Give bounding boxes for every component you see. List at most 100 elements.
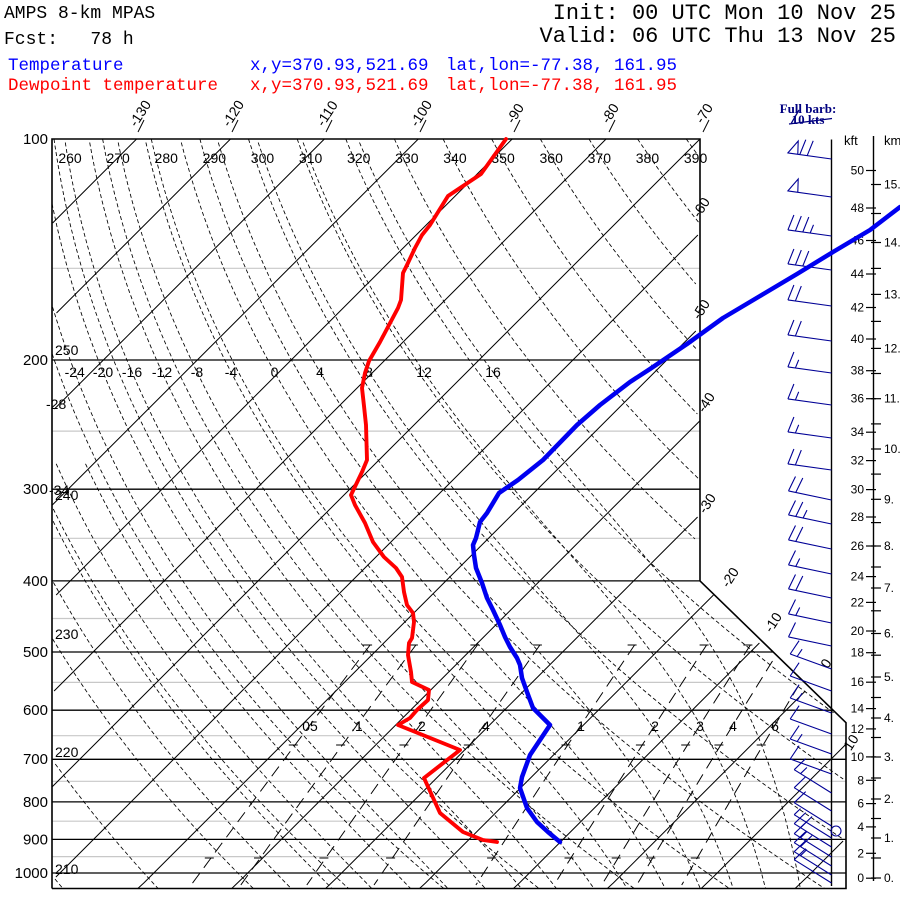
svg-text:16: 16 (485, 364, 501, 380)
svg-text:210: 210 (55, 861, 79, 877)
svg-text:-28: -28 (46, 396, 66, 412)
svg-text:0.: 0. (884, 871, 894, 885)
svg-text:14.: 14. (884, 236, 900, 250)
svg-text:360: 360 (540, 150, 564, 166)
svg-text:0: 0 (271, 364, 279, 380)
svg-text:-24: -24 (65, 364, 85, 380)
svg-text:12.: 12. (884, 341, 900, 355)
svg-text:500: 500 (23, 644, 48, 661)
svg-text:kft: kft (844, 133, 858, 148)
svg-text:22: 22 (851, 595, 865, 609)
svg-text:9.: 9. (884, 492, 894, 506)
svg-text:.4: .4 (478, 718, 490, 734)
svg-text:300: 300 (23, 481, 48, 498)
svg-text:10.: 10. (884, 442, 900, 456)
svg-text:18: 18 (851, 646, 865, 660)
svg-text:310: 310 (299, 150, 323, 166)
svg-text:13.: 13. (884, 287, 900, 301)
svg-text:42: 42 (851, 301, 865, 315)
svg-text:240: 240 (55, 487, 79, 503)
svg-text:Dewpoint temperature: Dewpoint temperature (8, 76, 218, 96)
svg-text:AMPS 8-km MPAS: AMPS 8-km MPAS (4, 4, 155, 24)
svg-text:7.: 7. (884, 581, 894, 595)
svg-text:.1: .1 (351, 718, 363, 734)
svg-text:36: 36 (851, 392, 865, 406)
svg-text:Init: 00 UTC Mon 10 Nov 25: Init: 00 UTC Mon 10 Nov 25 (553, 1, 896, 26)
svg-text:-12: -12 (152, 364, 172, 380)
svg-text:30: 30 (851, 483, 865, 497)
svg-text:4: 4 (857, 820, 864, 834)
svg-text:6.: 6. (884, 627, 894, 641)
svg-text:-4: -4 (225, 364, 238, 380)
svg-text:2: 2 (651, 718, 659, 734)
svg-text:16: 16 (851, 675, 865, 689)
svg-text:220: 220 (55, 744, 79, 760)
svg-text:x,y=370.93,521.69: x,y=370.93,521.69 (250, 56, 429, 76)
svg-text:05: 05 (302, 718, 318, 734)
svg-text:270: 270 (106, 150, 130, 166)
svg-text:1: 1 (577, 718, 585, 734)
svg-text:12: 12 (416, 364, 432, 380)
svg-text:-34: -34 (49, 482, 69, 498)
svg-text:Valid: 06 UTC Thu 13 Nov 25: Valid: 06 UTC Thu 13 Nov 25 (540, 24, 896, 49)
svg-text:4: 4 (316, 364, 324, 380)
svg-text:100: 100 (23, 131, 48, 148)
svg-text:250: 250 (55, 342, 79, 358)
svg-text:600: 600 (23, 702, 48, 719)
svg-text:44: 44 (851, 267, 865, 281)
svg-text:10: 10 (840, 731, 862, 753)
svg-text:x,y=370.93,521.69: x,y=370.93,521.69 (250, 76, 429, 96)
svg-text:4: 4 (729, 718, 737, 734)
svg-text:5.: 5. (884, 670, 894, 684)
svg-text:15.: 15. (884, 178, 900, 192)
svg-text:lat,lon=-77.38, 161.95: lat,lon=-77.38, 161.95 (446, 76, 677, 96)
svg-text:0: 0 (857, 871, 864, 885)
svg-text:50: 50 (851, 164, 865, 178)
svg-text:20: 20 (851, 624, 865, 638)
svg-text:Temperature: Temperature (8, 56, 124, 76)
svg-text:8: 8 (857, 773, 864, 787)
svg-text:390: 390 (684, 150, 708, 166)
svg-text:8: 8 (365, 364, 373, 380)
svg-text:12: 12 (851, 722, 865, 736)
svg-text:6: 6 (771, 718, 779, 734)
svg-text:380: 380 (636, 150, 660, 166)
svg-text:1.: 1. (884, 831, 894, 845)
svg-text:-16: -16 (122, 364, 142, 380)
svg-text:26: 26 (851, 539, 865, 553)
svg-text:28: 28 (851, 510, 865, 524)
svg-text:11.: 11. (884, 392, 900, 406)
svg-text:Full barb:: Full barb: (780, 101, 837, 116)
svg-text:260: 260 (58, 150, 82, 166)
svg-text:40: 40 (851, 332, 865, 346)
svg-text:.2: .2 (414, 718, 426, 734)
svg-text:2: 2 (857, 846, 864, 860)
svg-text:300: 300 (251, 150, 275, 166)
svg-text:370: 370 (588, 150, 612, 166)
svg-text:6: 6 (857, 797, 864, 811)
svg-text:700: 700 (23, 751, 48, 768)
svg-text:3: 3 (696, 718, 704, 734)
svg-text:km: km (884, 133, 900, 148)
svg-text:320: 320 (347, 150, 371, 166)
svg-text:48: 48 (851, 201, 865, 215)
svg-text:32: 32 (851, 454, 865, 468)
svg-text:330: 330 (395, 150, 419, 166)
svg-text:230: 230 (55, 626, 79, 642)
svg-text:3.: 3. (884, 750, 894, 764)
svg-text:lat,lon=-77.38, 161.95: lat,lon=-77.38, 161.95 (446, 56, 677, 76)
svg-text:8.: 8. (884, 539, 894, 553)
svg-text:290: 290 (203, 150, 227, 166)
svg-text:340: 340 (443, 150, 467, 166)
svg-text:2.: 2. (884, 792, 894, 806)
svg-text:-8: -8 (191, 364, 204, 380)
svg-text:1000: 1000 (15, 865, 48, 882)
svg-text:14: 14 (851, 702, 865, 716)
svg-text:34: 34 (851, 425, 865, 439)
svg-text:800: 800 (23, 794, 48, 811)
svg-text:4.: 4. (884, 711, 894, 725)
svg-text:Fcst: 78 h: Fcst: 78 h (4, 30, 134, 50)
svg-text:10: 10 (851, 750, 865, 764)
svg-text:400: 400 (23, 573, 48, 590)
svg-text:200: 200 (23, 352, 48, 369)
